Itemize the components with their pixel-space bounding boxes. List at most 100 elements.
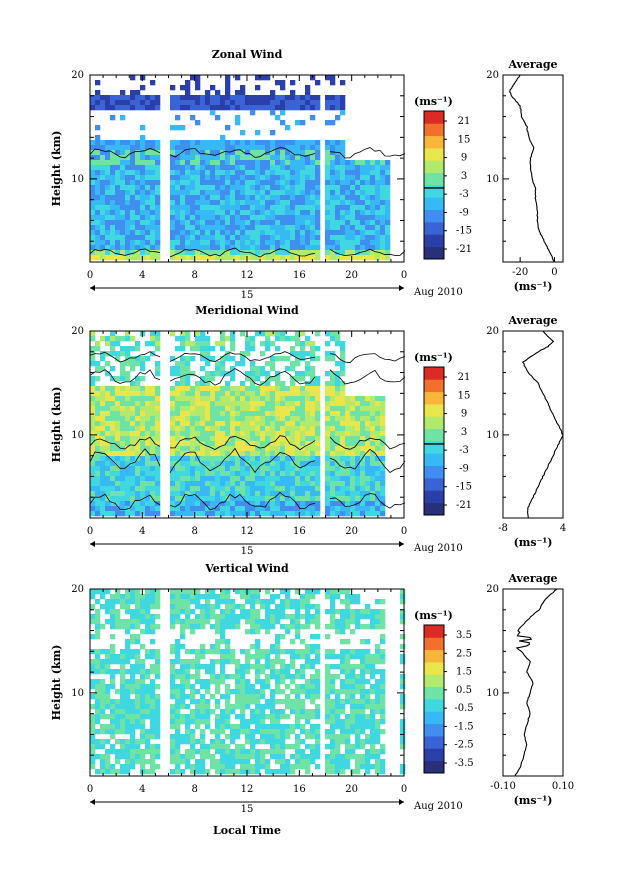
colorbar-tick-label: -3 xyxy=(459,445,469,456)
colorbar-tick-label: -9 xyxy=(459,207,469,218)
colorbar-segment xyxy=(424,404,444,417)
contour-line xyxy=(89,435,406,451)
date-month-year: Aug 2010 xyxy=(413,801,463,812)
x-tick-label: 8 xyxy=(191,784,197,795)
colorbar-segment xyxy=(424,748,444,762)
colorbar-frame xyxy=(423,366,445,516)
x-tick-label: 0 xyxy=(87,784,93,795)
profile-x-label: (ms⁻¹) xyxy=(514,280,553,293)
colorbar-segment xyxy=(424,172,444,186)
colorbar-tick-label: 3 xyxy=(461,427,467,438)
date-month-year: Aug 2010 xyxy=(413,287,463,298)
x-tick-label: 12 xyxy=(241,270,254,281)
colorbar-segment xyxy=(424,379,444,393)
colorbar-tick-label: 9 xyxy=(461,409,467,420)
colorbar-segment xyxy=(424,502,444,516)
colorbar-segment xyxy=(424,197,444,211)
colorbar-segment xyxy=(424,649,444,663)
x-tick-label: 20 xyxy=(345,270,358,281)
colorbar-segment xyxy=(424,209,444,223)
profile-y-tick-label: 10 xyxy=(486,430,499,441)
colorbar-tick-label: -0.5 xyxy=(454,703,473,714)
colorbar-tick-label: -9 xyxy=(459,463,469,474)
colorbar-tick-label: 0.5 xyxy=(456,685,472,696)
profile-x-tick-label: -0.10 xyxy=(490,781,516,792)
x-tick-label: 4 xyxy=(139,270,145,281)
colorbar-unit: (ms⁻¹) xyxy=(414,95,453,108)
colorbar-tick-label: 21 xyxy=(458,372,471,383)
date-day: 15 xyxy=(241,290,254,301)
colorbar-segment xyxy=(424,111,444,124)
colorbar-segment xyxy=(424,453,444,467)
colorbar-tick-label: -15 xyxy=(456,226,472,237)
colorbar-segment xyxy=(424,490,444,504)
heatmap-cells xyxy=(90,331,386,517)
colorbar-tick-label: -1.5 xyxy=(454,721,473,732)
profile-y-tick-label: 20 xyxy=(486,70,499,81)
profile-x-tick-label: -8 xyxy=(498,523,508,534)
colorbar-tick-label: -2.5 xyxy=(454,740,473,751)
x-tick-label: 16 xyxy=(293,784,306,795)
profile-line xyxy=(514,588,558,777)
colorbar-segment xyxy=(424,625,444,638)
colorbar-segment xyxy=(424,662,444,675)
colorbar-tick-label: -3.5 xyxy=(454,758,473,769)
x-tick-label: 12 xyxy=(241,784,254,795)
profile-x-tick-label: 0.10 xyxy=(552,781,574,792)
colorbar-segment xyxy=(424,135,444,149)
colorbar-segment xyxy=(424,148,444,161)
y-tick-label: 10 xyxy=(71,688,84,699)
heatmap-cells xyxy=(90,589,406,775)
contour-line xyxy=(89,247,406,258)
y-axis-label: Height (km) xyxy=(50,645,63,721)
colorbar-segment xyxy=(424,686,444,700)
colorbar-tick-label: 9 xyxy=(461,153,467,164)
colorbar-tick-label: 1.5 xyxy=(456,667,472,678)
heatmap-cells xyxy=(90,75,391,261)
profile-x-tick-label: -20 xyxy=(512,267,528,278)
colorbar-tick-label: 15 xyxy=(458,390,471,401)
x-tick-label: 0 xyxy=(401,270,407,281)
colorbar-segment xyxy=(424,723,444,737)
panel-0: Zonal Wind 20 10 Height (km) 0 4 8 12 16 20 0 15 Aug… xyxy=(50,48,564,301)
contour-line xyxy=(89,491,406,511)
y-axis-label: Height (km) xyxy=(50,387,63,463)
contour-line xyxy=(89,447,406,474)
x-tick-label: 12 xyxy=(241,526,254,537)
colorbar-segment xyxy=(424,185,444,198)
colorbar-segment xyxy=(424,465,444,479)
x-tick-label: 20 xyxy=(345,784,358,795)
colorbar-segment xyxy=(424,637,444,651)
profile-line xyxy=(509,74,555,263)
average-title: Average xyxy=(507,314,557,327)
profile-frame xyxy=(502,330,564,519)
colorbar-segment xyxy=(424,367,444,380)
colorbar-segment xyxy=(424,222,444,235)
profile-frame xyxy=(502,588,564,777)
colorbar-tick-label: 3.5 xyxy=(456,630,472,641)
colorbar-unit: (ms⁻¹) xyxy=(414,351,453,364)
profile-y-tick-label: 10 xyxy=(486,688,499,699)
profile-y-tick-label: 20 xyxy=(486,584,499,595)
colorbar-frame xyxy=(423,110,445,260)
y-axis-label: Height (km) xyxy=(50,131,63,207)
date-day: 15 xyxy=(241,546,254,557)
colorbar-tick-label: 15 xyxy=(458,134,471,145)
colorbar-segment xyxy=(424,478,444,491)
x-tick-label: 0 xyxy=(87,270,93,281)
y-tick-label: 20 xyxy=(71,584,84,595)
profile-frame xyxy=(502,74,564,263)
profile-x-tick-label: 0 xyxy=(551,267,557,278)
date-day: 15 xyxy=(241,804,254,815)
colorbar-segment xyxy=(424,760,444,774)
x-tick-label: 8 xyxy=(191,526,197,537)
x-axis-label: Local Time xyxy=(213,824,281,837)
colorbar-tick-label: 3 xyxy=(461,171,467,182)
average-title: Average xyxy=(507,58,557,71)
colorbar-tick-label: -3 xyxy=(459,189,469,200)
contour-line xyxy=(89,147,406,159)
y-tick-label: 10 xyxy=(71,430,84,441)
profile-y-tick-label: 10 xyxy=(486,174,499,185)
x-tick-label: 8 xyxy=(191,270,197,281)
